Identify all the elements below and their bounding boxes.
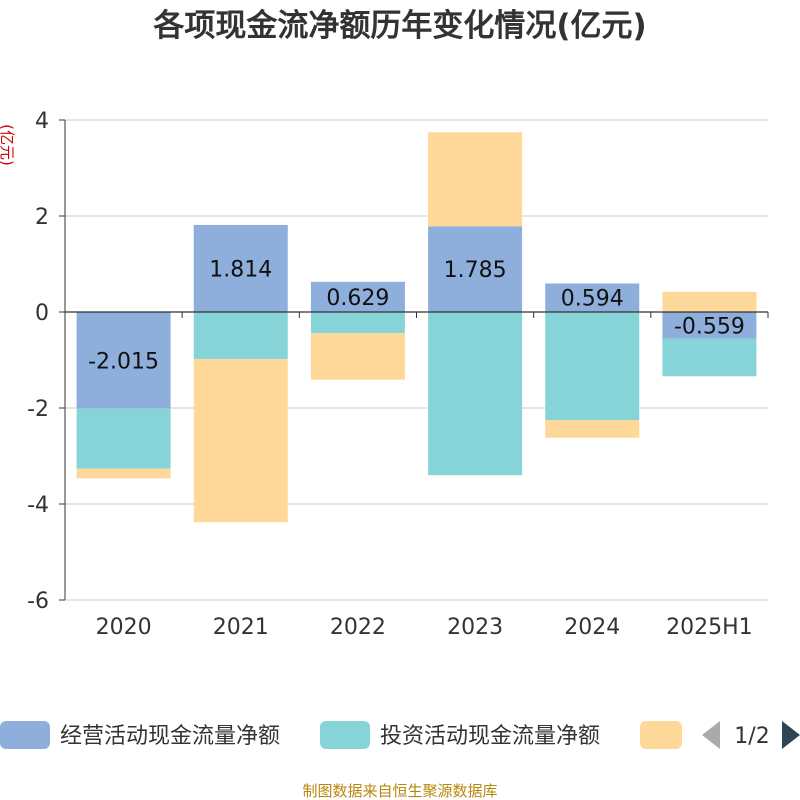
x-category-label: 2020 — [96, 615, 152, 640]
bars-group — [76, 132, 757, 523]
bar-2023-series-2 — [428, 312, 523, 476]
bar-2020-series-3 — [76, 468, 171, 479]
legend-swatch-series-1[interactable] — [0, 721, 50, 749]
data-label: -2.015 — [88, 349, 159, 374]
x-category-label: 2022 — [330, 615, 386, 640]
y-tick-label: -6 — [27, 589, 49, 614]
legend-page-indicator: 1/2 — [734, 724, 769, 749]
x-category-label: 2024 — [564, 615, 620, 640]
data-label: 1.785 — [444, 258, 507, 283]
x-category-label: 2021 — [213, 615, 269, 640]
bar-2020-series-1 — [76, 312, 171, 409]
bar-2022-series-3 — [310, 333, 405, 380]
bar-2021-series-2 — [193, 312, 288, 360]
y-tick-label: 2 — [35, 205, 49, 230]
data-labels-group: -2.015 1.814 0.629 1.785 0.594 -0.559 — [88, 257, 745, 374]
data-label: 0.594 — [561, 287, 624, 312]
bar-2025H1-series-1 — [662, 312, 757, 339]
bar-2021-series-3 — [193, 359, 288, 523]
y-tick-label: 4 — [35, 109, 49, 134]
bar-2024-series-3 — [545, 420, 640, 438]
legend-swatch-series-3[interactable] — [640, 721, 682, 749]
axes-group: 4 2 0 -2 -4 -6 2020 2021 2022 2023 2024 2025H1 — [27, 109, 769, 640]
source-note: 制图数据来自恒生聚源数据库 — [302, 782, 497, 800]
y-tick-label: -4 — [27, 493, 49, 518]
bar-2021-series-1 — [193, 224, 288, 312]
bar-2020-series-2 — [76, 408, 171, 469]
bar-2022-series-1 — [310, 281, 405, 312]
bar-2024-series-1 — [545, 283, 640, 312]
x-category-label: 2025H1 — [666, 615, 753, 640]
x-category-label: 2023 — [447, 615, 503, 640]
legend-label[interactable]: 投资活动现金流量净额 — [380, 724, 600, 749]
data-label: 0.629 — [326, 286, 389, 311]
chart-title: 各项现金流净额历年变化情况(亿元) — [152, 8, 646, 44]
legend-next-page-icon[interactable] — [782, 721, 800, 749]
bar-2023-series-3 — [428, 132, 523, 227]
y-tick-label: 0 — [35, 301, 49, 326]
legend-label[interactable]: 经营活动现金流量净额 — [60, 724, 280, 749]
legend-swatch-series-2[interactable] — [320, 721, 370, 749]
bar-2025H1-series-3 — [662, 291, 757, 312]
bar-2025H1-series-2 — [662, 338, 757, 377]
bar-2024-series-2 — [545, 312, 640, 420]
data-label: 1.814 — [209, 257, 272, 282]
y-tick-label: -2 — [27, 397, 49, 422]
y-axis-unit-label: (亿元) — [0, 124, 16, 166]
data-label: -0.559 — [674, 314, 745, 339]
legend-prev-page-icon[interactable] — [702, 721, 720, 749]
bar-2023-series-1 — [428, 226, 523, 312]
bar-2022-series-2 — [310, 312, 405, 334]
legend: 经营活动现金流量净额 投资活动现金流量净额 1/2 — [0, 721, 800, 749]
